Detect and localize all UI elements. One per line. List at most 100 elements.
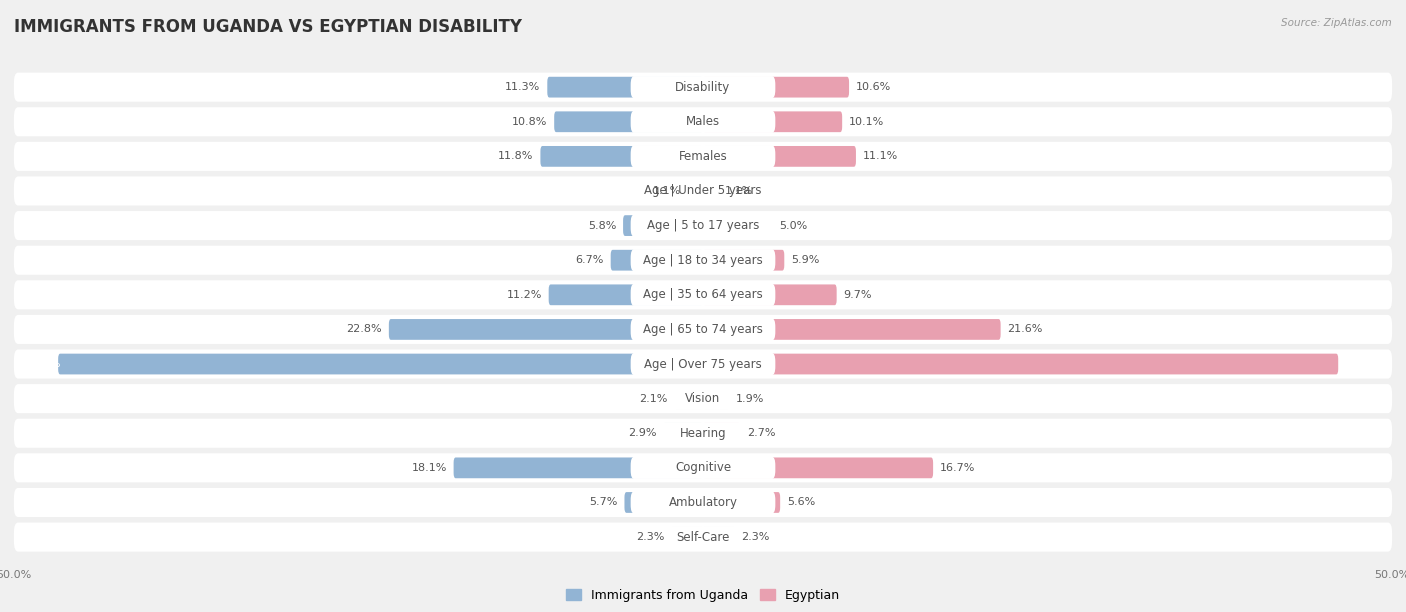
Text: 11.3%: 11.3% [505,82,540,92]
FancyBboxPatch shape [14,245,1392,275]
FancyBboxPatch shape [547,76,703,97]
Text: Age | 5 to 17 years: Age | 5 to 17 years [647,219,759,232]
Text: Age | 18 to 34 years: Age | 18 to 34 years [643,254,763,267]
Text: 6.7%: 6.7% [575,255,603,265]
FancyBboxPatch shape [14,211,1392,240]
Text: 2.7%: 2.7% [747,428,776,438]
FancyBboxPatch shape [703,111,842,132]
Text: 5.9%: 5.9% [792,255,820,265]
Text: Ambulatory: Ambulatory [668,496,738,509]
FancyBboxPatch shape [631,491,775,513]
FancyBboxPatch shape [703,76,849,97]
FancyBboxPatch shape [671,527,703,548]
Text: 2.9%: 2.9% [627,428,657,438]
FancyBboxPatch shape [631,284,775,306]
FancyBboxPatch shape [14,419,1392,448]
FancyBboxPatch shape [548,285,703,305]
Text: 16.7%: 16.7% [941,463,976,473]
FancyBboxPatch shape [623,215,703,236]
Text: Males: Males [686,115,720,129]
FancyBboxPatch shape [631,318,775,340]
Text: 46.8%: 46.8% [25,359,60,369]
FancyBboxPatch shape [389,319,703,340]
FancyBboxPatch shape [631,457,775,479]
Text: Age | 65 to 74 years: Age | 65 to 74 years [643,323,763,336]
Text: 11.2%: 11.2% [506,290,541,300]
FancyBboxPatch shape [14,176,1392,206]
Text: 1.1%: 1.1% [652,186,681,196]
FancyBboxPatch shape [631,76,775,99]
Text: 11.1%: 11.1% [863,151,898,162]
Text: 2.3%: 2.3% [741,532,770,542]
Text: Females: Females [679,150,727,163]
FancyBboxPatch shape [703,250,785,271]
FancyBboxPatch shape [631,353,775,375]
FancyBboxPatch shape [540,146,703,166]
Text: 11.8%: 11.8% [498,151,533,162]
Text: 9.7%: 9.7% [844,290,872,300]
FancyBboxPatch shape [703,423,740,444]
FancyBboxPatch shape [703,527,735,548]
Text: Hearing: Hearing [679,427,727,440]
FancyBboxPatch shape [14,73,1392,102]
FancyBboxPatch shape [554,111,703,132]
Text: IMMIGRANTS FROM UGANDA VS EGYPTIAN DISABILITY: IMMIGRANTS FROM UGANDA VS EGYPTIAN DISAB… [14,18,522,36]
Text: Disability: Disability [675,81,731,94]
Text: Cognitive: Cognitive [675,461,731,474]
Text: 1.1%: 1.1% [725,186,754,196]
Text: Age | Under 5 years: Age | Under 5 years [644,184,762,198]
FancyBboxPatch shape [703,146,856,166]
Text: 18.1%: 18.1% [412,463,447,473]
FancyBboxPatch shape [703,458,934,478]
Text: 5.0%: 5.0% [779,220,807,231]
FancyBboxPatch shape [703,354,1339,375]
FancyBboxPatch shape [631,249,775,271]
Text: 5.6%: 5.6% [787,498,815,507]
FancyBboxPatch shape [631,111,775,133]
Text: Vision: Vision [685,392,721,405]
Text: 1.9%: 1.9% [737,394,765,404]
FancyBboxPatch shape [631,180,775,202]
Text: 10.1%: 10.1% [849,117,884,127]
Text: Age | Over 75 years: Age | Over 75 years [644,357,762,370]
Text: Source: ZipAtlas.com: Source: ZipAtlas.com [1281,18,1392,28]
Text: 2.1%: 2.1% [638,394,668,404]
FancyBboxPatch shape [14,523,1392,551]
FancyBboxPatch shape [14,107,1392,136]
FancyBboxPatch shape [703,215,772,236]
FancyBboxPatch shape [631,145,775,168]
Text: Self-Care: Self-Care [676,531,730,543]
FancyBboxPatch shape [14,453,1392,482]
Text: 22.8%: 22.8% [346,324,382,334]
FancyBboxPatch shape [454,458,703,478]
FancyBboxPatch shape [703,388,730,409]
FancyBboxPatch shape [688,181,703,201]
FancyBboxPatch shape [703,285,837,305]
FancyBboxPatch shape [703,492,780,513]
FancyBboxPatch shape [14,349,1392,379]
FancyBboxPatch shape [14,384,1392,413]
Text: 21.6%: 21.6% [1008,324,1043,334]
Text: 10.8%: 10.8% [512,117,547,127]
FancyBboxPatch shape [14,488,1392,517]
Legend: Immigrants from Uganda, Egyptian: Immigrants from Uganda, Egyptian [561,584,845,607]
Text: 5.7%: 5.7% [589,498,617,507]
Text: 10.6%: 10.6% [856,82,891,92]
Text: 46.1%: 46.1% [1346,359,1381,369]
FancyBboxPatch shape [631,387,775,409]
FancyBboxPatch shape [631,422,775,444]
FancyBboxPatch shape [610,250,703,271]
FancyBboxPatch shape [14,142,1392,171]
FancyBboxPatch shape [664,423,703,444]
FancyBboxPatch shape [703,181,718,201]
Text: Age | 35 to 64 years: Age | 35 to 64 years [643,288,763,301]
FancyBboxPatch shape [14,280,1392,309]
Text: 5.8%: 5.8% [588,220,616,231]
FancyBboxPatch shape [631,526,775,548]
FancyBboxPatch shape [14,315,1392,344]
FancyBboxPatch shape [58,354,703,375]
Text: 2.3%: 2.3% [636,532,665,542]
FancyBboxPatch shape [673,388,703,409]
FancyBboxPatch shape [631,215,775,237]
FancyBboxPatch shape [703,319,1001,340]
